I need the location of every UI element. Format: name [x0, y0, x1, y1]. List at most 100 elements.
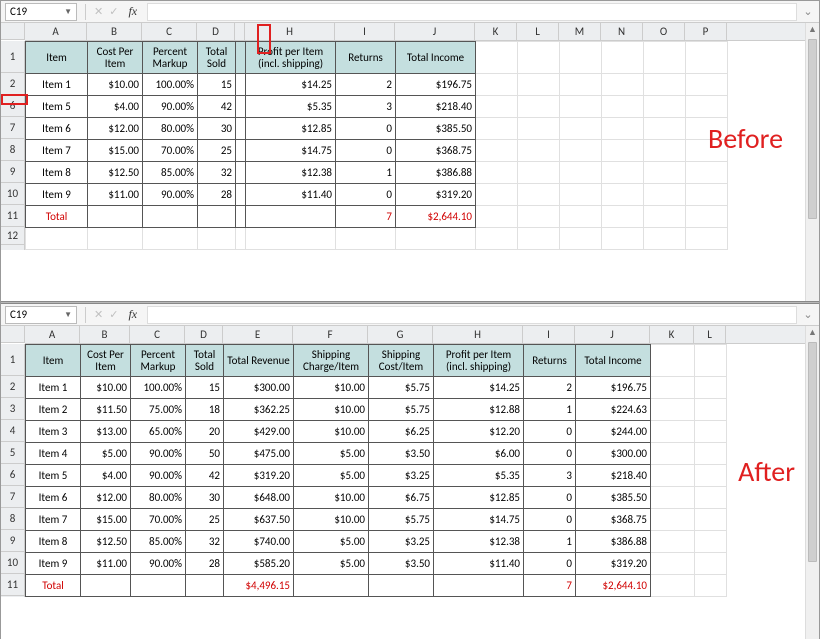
cell[interactable]: $12.85	[434, 487, 524, 509]
column-header[interactable]: C	[142, 23, 197, 40]
cell[interactable]: 1	[524, 531, 576, 553]
table-header-cell[interactable]: Item	[26, 345, 81, 377]
cell[interactable]	[369, 575, 434, 597]
cell[interactable]: $4.00	[88, 96, 143, 118]
name-box[interactable]: C19 ▼	[5, 3, 77, 21]
cell[interactable]	[236, 96, 246, 118]
cell[interactable]	[651, 377, 695, 399]
cell[interactable]: Item 1	[26, 74, 88, 96]
column-header[interactable]: D	[197, 23, 235, 40]
cell[interactable]: Item 5	[26, 465, 81, 487]
cell[interactable]: $10.00	[88, 74, 143, 96]
cell[interactable]: $12.00	[81, 487, 131, 509]
cell[interactable]	[686, 206, 728, 228]
cell[interactable]	[651, 531, 695, 553]
cell[interactable]	[695, 465, 727, 487]
cell[interactable]: $12.00	[88, 118, 143, 140]
table-header-cell[interactable]: Shipping Charge/Item	[294, 345, 369, 377]
cell[interactable]	[602, 206, 644, 228]
formula-input[interactable]	[147, 306, 797, 324]
cell[interactable]: 32	[198, 162, 236, 184]
row-header[interactable]: 6	[1, 464, 24, 486]
cell[interactable]: $6.25	[369, 421, 434, 443]
column-header[interactable]: N	[601, 23, 643, 40]
cell[interactable]	[26, 228, 88, 250]
cell[interactable]: $15.00	[88, 140, 143, 162]
cell[interactable]: 65.00%	[131, 421, 186, 443]
cell[interactable]	[236, 228, 246, 250]
cell[interactable]	[476, 184, 518, 206]
cell[interactable]: Total	[26, 575, 81, 597]
row-header[interactable]: 2	[1, 376, 24, 398]
fx-icon[interactable]: fx	[128, 4, 137, 19]
select-all-corner[interactable]	[1, 326, 25, 343]
cell[interactable]	[695, 377, 727, 399]
cell[interactable]: $14.75	[246, 140, 336, 162]
cell[interactable]: $362.25	[224, 399, 294, 421]
cell[interactable]: $319.20	[224, 465, 294, 487]
cell[interactable]	[651, 421, 695, 443]
cell[interactable]: $14.25	[246, 74, 336, 96]
column-header[interactable]	[235, 23, 245, 40]
cell[interactable]: $5.00	[294, 553, 369, 575]
column-header[interactable]: L	[694, 326, 726, 343]
cell[interactable]	[198, 206, 236, 228]
row-header[interactable]: 6	[1, 95, 24, 117]
cell[interactable]	[518, 96, 560, 118]
cell[interactable]: 85.00%	[143, 162, 198, 184]
cell[interactable]: $4.00	[81, 465, 131, 487]
cell[interactable]	[644, 162, 686, 184]
cell[interactable]: 70.00%	[131, 509, 186, 531]
table-header-cell[interactable]: Returns	[524, 345, 576, 377]
cell[interactable]	[602, 96, 644, 118]
cell[interactable]: $11.40	[434, 553, 524, 575]
cell[interactable]: $12.88	[434, 399, 524, 421]
cell[interactable]	[651, 509, 695, 531]
column-header[interactable]: E	[223, 326, 293, 343]
cell[interactable]	[518, 184, 560, 206]
cell[interactable]: $10.00	[81, 377, 131, 399]
cell[interactable]: $10.00	[294, 487, 369, 509]
cell[interactable]: 2	[336, 74, 396, 96]
cell[interactable]	[518, 74, 560, 96]
cell[interactable]: $3.50	[369, 443, 434, 465]
row-header[interactable]: 5	[1, 442, 24, 464]
cell[interactable]: $12.85	[246, 118, 336, 140]
cell[interactable]: $386.88	[576, 531, 651, 553]
row-header[interactable]: 1	[1, 344, 24, 376]
cell[interactable]	[246, 228, 336, 250]
column-header[interactable]: G	[368, 326, 433, 343]
cell[interactable]	[476, 74, 518, 96]
row-header[interactable]: 4	[1, 420, 24, 442]
cell[interactable]: $475.00	[224, 443, 294, 465]
cell[interactable]: 42	[186, 465, 224, 487]
cell[interactable]: $5.75	[369, 377, 434, 399]
cell[interactable]: 3	[336, 96, 396, 118]
cell[interactable]	[644, 206, 686, 228]
formula-input[interactable]	[147, 3, 797, 21]
column-header[interactable]: F	[293, 326, 368, 343]
cell[interactable]	[518, 118, 560, 140]
cell[interactable]	[560, 206, 602, 228]
cell[interactable]: $5.35	[246, 96, 336, 118]
cell[interactable]: 0	[524, 421, 576, 443]
cell[interactable]: $3.25	[369, 465, 434, 487]
cell[interactable]: Total	[26, 206, 88, 228]
cell[interactable]	[651, 487, 695, 509]
cell[interactable]: 90.00%	[131, 443, 186, 465]
cell[interactable]: $2,644.10	[396, 206, 476, 228]
table-header-cell[interactable]: Total Sold	[186, 345, 224, 377]
cell[interactable]: $429.00	[224, 421, 294, 443]
cell[interactable]: Item 9	[26, 553, 81, 575]
cell[interactable]	[476, 228, 518, 250]
cell[interactable]: $218.40	[396, 96, 476, 118]
cell[interactable]	[294, 575, 369, 597]
column-header[interactable]: K	[475, 23, 517, 40]
cell[interactable]	[236, 74, 246, 96]
cell[interactable]: $5.00	[81, 443, 131, 465]
table-header-cell[interactable]: Profit per Item (incl. shipping)	[246, 42, 336, 74]
cell[interactable]: 75.00%	[131, 399, 186, 421]
cell[interactable]: Item 8	[26, 531, 81, 553]
cell[interactable]	[476, 118, 518, 140]
cell[interactable]	[651, 399, 695, 421]
